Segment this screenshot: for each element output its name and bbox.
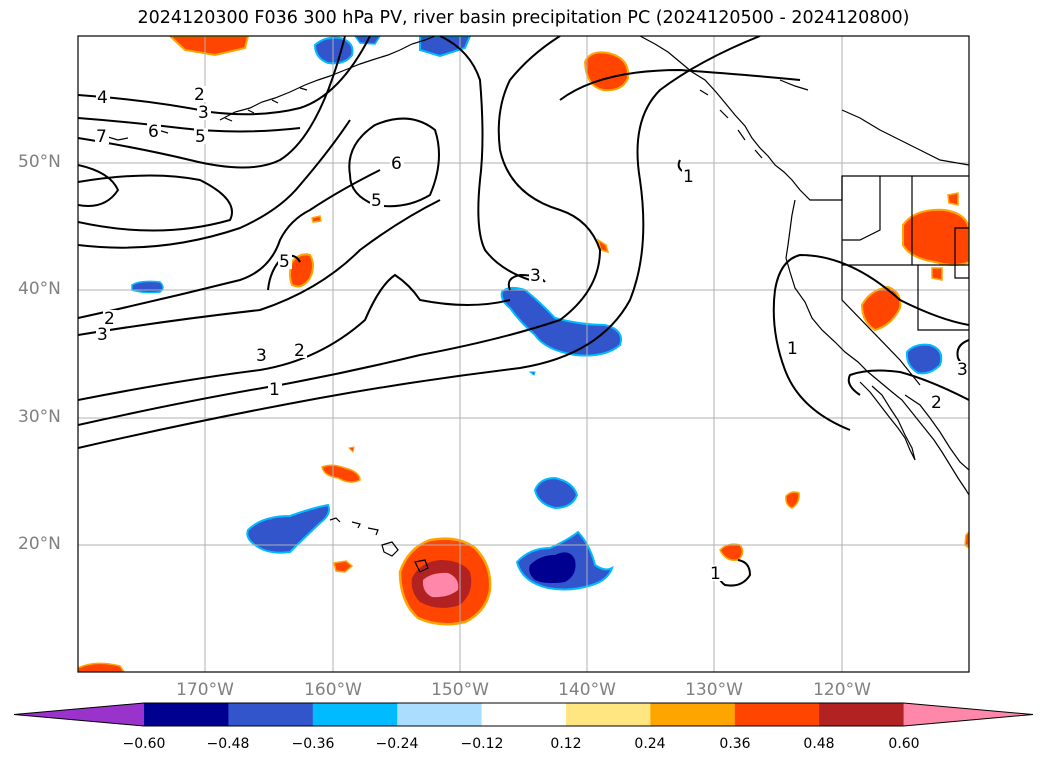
colorbar-bin <box>144 703 229 726</box>
contour-label: 3 <box>97 325 108 345</box>
contour-label: 3 <box>957 360 968 380</box>
colorbar-tick: 0.48 <box>803 736 835 752</box>
colorbar-tick: −0.24 <box>375 736 419 752</box>
graticule <box>78 36 969 672</box>
colorbar-extend-max <box>903 703 1033 726</box>
colorbar-tick: −0.60 <box>122 736 166 752</box>
colorbar-tick: 0.60 <box>888 736 920 752</box>
contour-label: 5 <box>279 252 290 272</box>
contour-label: 4 <box>97 88 108 108</box>
contour-label: 6 <box>391 154 402 174</box>
colorbar-tick: 0.36 <box>719 736 751 752</box>
contour-label: 7 <box>96 127 107 147</box>
colorbar-tick: 0.12 <box>550 736 582 752</box>
contour-label: 3 <box>198 103 209 123</box>
contour-label-halos <box>95 86 969 581</box>
plot-frame <box>77 35 970 673</box>
contour-label: 5 <box>195 127 206 147</box>
contour-label: 1 <box>787 339 798 359</box>
colorbar-outline <box>13 702 1034 727</box>
lat-label-40n: 40°N <box>18 279 61 299</box>
colorbar-bin <box>228 703 314 726</box>
lon-label-120w: 120°W <box>813 680 871 700</box>
contour-label: 2 <box>104 309 115 329</box>
lon-label-160w: 160°W <box>304 680 362 700</box>
lon-label-130w: 130°W <box>685 680 743 700</box>
colorbar-bin <box>650 703 736 726</box>
contour-label: 2 <box>294 341 305 361</box>
contour-label: 6 <box>148 122 159 142</box>
map-title: 2024120300 F036 300 hPa PV, river basin … <box>137 8 910 28</box>
colorbar-tick: 0.24 <box>634 736 666 752</box>
colorbar-bin <box>397 703 483 726</box>
colorbar-bin <box>566 703 651 726</box>
contour-label: 2 <box>931 393 942 413</box>
lat-label-30n: 30°N <box>18 407 61 427</box>
contour-label: 5 <box>371 191 382 211</box>
contour-label: 3 <box>530 266 541 286</box>
colorbar-tick: −0.48 <box>206 736 250 752</box>
contour-label: 1 <box>710 564 721 584</box>
coastlines <box>97 36 969 573</box>
colorbar-tick: −0.36 <box>291 736 335 752</box>
contour-label: 1 <box>683 167 694 187</box>
lat-label-20n: 20°N <box>18 534 61 554</box>
contour-label: 3 <box>256 346 267 366</box>
contour-label: 1 <box>269 380 280 400</box>
colorbar-extend-min <box>14 703 144 726</box>
lon-label-150w: 150°W <box>431 680 489 700</box>
colorbar-bin <box>481 703 567 726</box>
colorbar-bin <box>312 703 398 726</box>
lon-label-170w: 170°W <box>176 680 234 700</box>
colorbar <box>13 702 1034 727</box>
lat-label-50n: 50°N <box>18 152 61 172</box>
lon-label-140w: 140°W <box>558 680 616 700</box>
contour-label: 2 <box>194 85 205 105</box>
colorbar-tick: −0.12 <box>460 736 504 752</box>
colorbar-bin <box>734 703 820 726</box>
colorbar-bin <box>819 703 905 726</box>
